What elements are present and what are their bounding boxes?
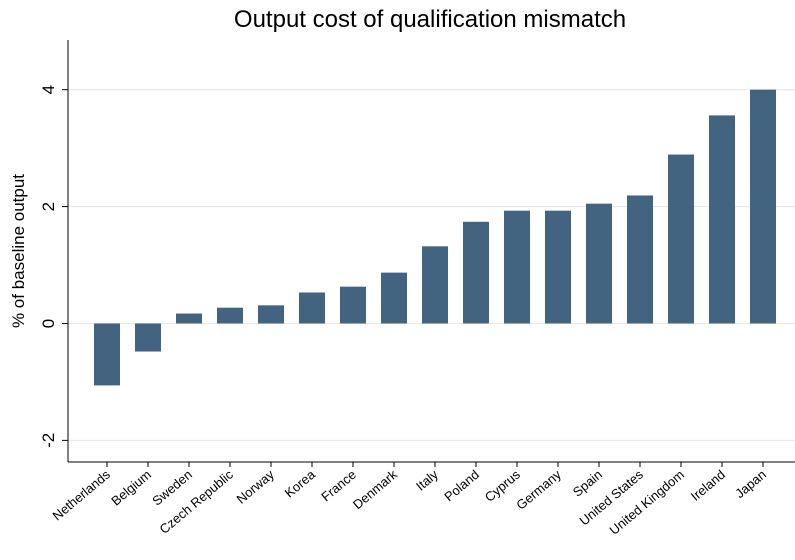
y-tick-label: -2 [39, 433, 58, 448]
bar [299, 292, 325, 324]
bar [381, 272, 407, 324]
bar [217, 307, 243, 324]
x-tick-label: Norway [234, 466, 278, 506]
x-tick-label: Netherlands [50, 466, 114, 523]
bar [94, 323, 120, 386]
x-tick-label: Italy [413, 466, 441, 493]
bar [135, 323, 161, 352]
y-axis-label: % of baseline output [9, 174, 28, 328]
x-tick-label: Korea [282, 466, 319, 500]
bar [750, 89, 776, 324]
y-tick-label: 2 [39, 202, 58, 211]
x-tick-label: Ireland [688, 467, 728, 504]
bar [545, 210, 571, 324]
x-tick-label: Japan [732, 467, 769, 501]
y-tick-label: 4 [39, 85, 58, 94]
x-tick-label: Denmark [350, 466, 400, 512]
bar [340, 286, 366, 324]
bar [627, 195, 653, 324]
bar [504, 210, 530, 324]
x-tick-label: Czech Republic [157, 466, 237, 536]
x-tick-label: Spain [570, 467, 605, 500]
chart-title: Output cost of qualification mismatch [234, 6, 626, 33]
y-tick-label: 0 [39, 319, 58, 328]
bar [709, 115, 735, 324]
bar [258, 305, 284, 324]
x-tick-label: Belgium [108, 467, 154, 509]
bar [422, 246, 448, 324]
x-tick-label: United Kingdom [606, 467, 687, 538]
bar [176, 313, 202, 324]
x-tick-label: Germany [513, 466, 564, 512]
bar [463, 221, 489, 324]
bar [668, 154, 694, 324]
bar [586, 203, 612, 324]
x-tick-label: Poland [441, 467, 482, 505]
